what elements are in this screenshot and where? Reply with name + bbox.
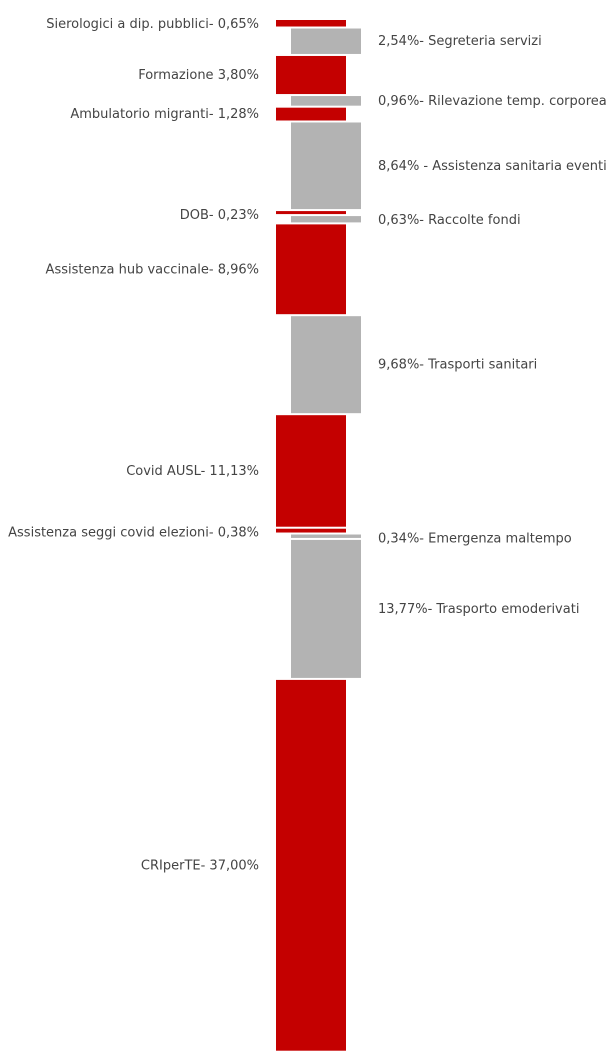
segment-bar-0 (276, 20, 346, 27)
segment-label-10: Covid AUSL- 11,13% (126, 464, 259, 479)
segment-bar-8 (276, 224, 346, 315)
segment-bar-2 (276, 55, 346, 95)
segment-bar-1 (291, 28, 361, 54)
segment-label-11: Assistenza seggi covid elezioni- 0,38% (8, 526, 259, 541)
segment-bar-13 (291, 539, 361, 678)
segment-bar-4 (276, 107, 346, 121)
segment-bar-6 (276, 211, 346, 215)
segment-label-7: 0,63%- Raccolte fondi (378, 213, 521, 228)
segment-bar-5 (291, 122, 361, 210)
segment-label-1: 2,54%- Segreteria servizi (378, 34, 542, 49)
segment-label-2: Formazione 3,80% (138, 68, 259, 83)
segment-label-6: DOB- 0,23% (180, 208, 259, 223)
segment-label-8: Assistenza hub vaccinale- 8,96% (46, 262, 259, 277)
segment-label-12: 0,34%- Emergenza maltempo (378, 532, 572, 547)
segment-label-3: 0,96%- Rilevazione temp. corporea (378, 94, 607, 109)
segment-bar-7 (291, 216, 361, 223)
segment-label-13: 13,77%- Trasporto emoderivati (378, 602, 579, 617)
segment-bar-10 (276, 415, 346, 527)
segment-bars (276, 20, 361, 1051)
segment-bar-14 (276, 679, 346, 1051)
segment-bar-9 (291, 316, 361, 414)
segment-label-9: 9,68%- Trasporti sanitari (378, 358, 537, 373)
segment-label-0: Sierologici a dip. pubblici- 0,65% (46, 17, 259, 32)
segment-bar-12 (291, 534, 361, 538)
segment-label-5: 8,64% - Assistenza sanitaria eventi (378, 159, 607, 174)
segment-bar-11 (276, 528, 346, 533)
segment-labels: Sierologici a dip. pubblici- 0,65% 2,54%-… (8, 17, 607, 873)
segment-bar-3 (291, 96, 361, 106)
segment-label-4: Ambulatorio migranti- 1,28% (70, 107, 259, 122)
segment-label-14: CRIperTE- 37,00% (141, 858, 259, 873)
